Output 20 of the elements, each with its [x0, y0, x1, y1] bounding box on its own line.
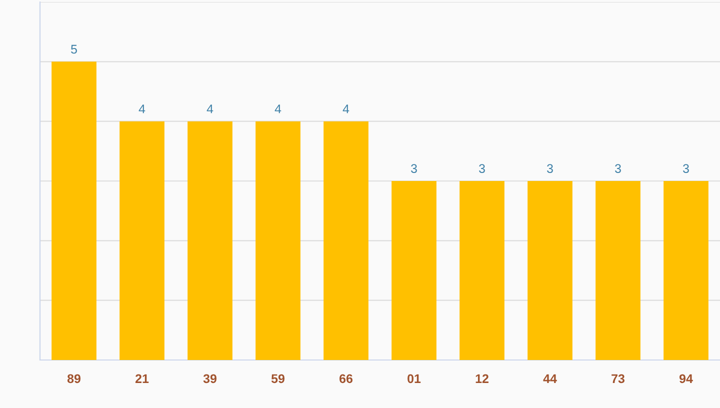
x-tick-label: 66	[340, 374, 352, 384]
data-label: 3	[479, 164, 485, 173]
x-tick-label: 39	[203, 374, 216, 384]
data-label: 3	[411, 164, 417, 173]
x-tick-label: 44	[543, 374, 557, 383]
data-label: 4	[206, 104, 214, 114]
x-tick-label: 21	[135, 374, 149, 383]
data-label: 4	[138, 104, 146, 114]
x-tick-label: 73	[612, 374, 624, 384]
data-label: 3	[615, 164, 621, 173]
data-label: 3	[683, 164, 689, 173]
data-label: 3	[547, 164, 553, 173]
x-tick-label: 94	[679, 374, 693, 384]
x-tick-label: 59	[271, 374, 284, 384]
data-label: 5	[71, 44, 77, 54]
x-tick-label: 01	[408, 374, 421, 384]
x-tick-label: 12	[476, 374, 488, 383]
data-label: 4	[274, 104, 282, 114]
x-tick-label: 89	[67, 374, 80, 384]
data-label: 4	[342, 104, 350, 114]
